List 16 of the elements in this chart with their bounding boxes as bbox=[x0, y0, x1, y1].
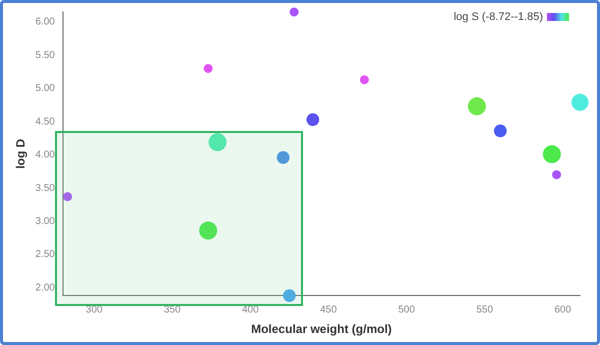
y-tick-label: 5.50 bbox=[35, 50, 56, 61]
y-axis-title: log D bbox=[14, 138, 28, 169]
x-tick-label: 500 bbox=[398, 304, 416, 316]
x-tick-label: 450 bbox=[320, 304, 338, 316]
y-tick-label: 5.00 bbox=[35, 83, 56, 94]
x-axis-title: Molecular weight (g/mol) bbox=[251, 322, 392, 336]
y-tick-label: 3.50 bbox=[35, 182, 56, 194]
y-tick-label: 2.00 bbox=[35, 282, 56, 294]
y-tick-label: 4.50 bbox=[35, 116, 56, 128]
y-tick-label: 3.00 bbox=[35, 216, 56, 227]
legend-title: log S (-8.72--1.85) bbox=[454, 11, 543, 23]
x-tick-label: 600 bbox=[554, 304, 572, 316]
y-tick-label: 4.00 bbox=[35, 150, 56, 161]
x-tick-label: 550 bbox=[476, 304, 494, 316]
y-tick-label: 2.50 bbox=[35, 249, 56, 260]
y-tick-label: 6.00 bbox=[35, 16, 56, 28]
